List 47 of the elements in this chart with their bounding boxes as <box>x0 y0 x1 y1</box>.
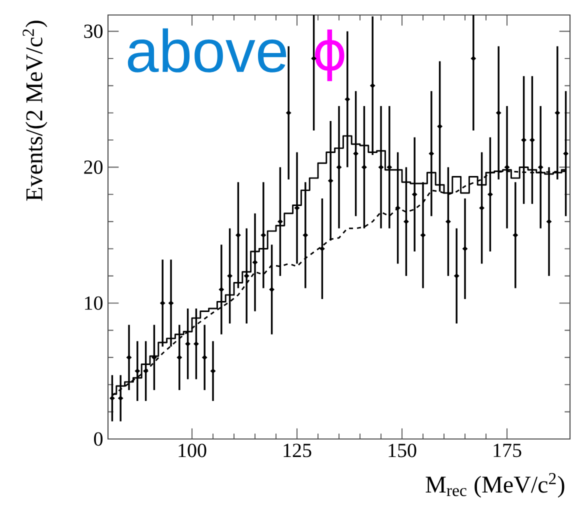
point <box>134 368 140 374</box>
point <box>160 300 166 306</box>
point <box>521 138 526 142</box>
point <box>546 219 552 224</box>
point <box>185 342 190 346</box>
x-tick-label: 125 <box>284 444 312 458</box>
point <box>428 151 434 156</box>
point <box>227 274 232 278</box>
point <box>336 164 342 170</box>
y-tick-label: 10 <box>85 296 103 310</box>
x-tick-label: 100 <box>178 444 206 458</box>
point <box>168 300 174 306</box>
point <box>479 206 484 210</box>
point <box>202 355 208 360</box>
point <box>210 368 216 374</box>
point <box>218 287 224 292</box>
point <box>278 219 283 224</box>
point <box>244 274 250 278</box>
point <box>437 124 442 129</box>
point <box>446 219 451 224</box>
point <box>395 206 400 210</box>
point <box>454 274 460 278</box>
point <box>252 260 258 265</box>
y-tick-label: 20 <box>84 160 103 174</box>
x-tick-label: 150 <box>388 444 416 458</box>
point <box>269 287 274 292</box>
point <box>294 206 300 210</box>
point <box>353 151 358 156</box>
point <box>488 192 493 197</box>
point <box>563 151 568 156</box>
annotation: ϕ <box>315 29 344 82</box>
y-tick-label: 30 <box>84 24 103 38</box>
point <box>470 56 476 61</box>
y-axis-title: Events/(2 MeV/c$^{2}$) <box>22 20 48 201</box>
x-axis-title: M$_{rec}$ (MeV/c$^{2}$) <box>426 473 564 498</box>
point <box>194 342 199 346</box>
point <box>126 355 132 360</box>
point <box>404 219 409 224</box>
point <box>378 164 384 170</box>
point <box>143 368 148 374</box>
x-tick-label: 175 <box>494 444 522 458</box>
point <box>530 138 535 142</box>
y-tick-label: 0 <box>94 432 103 446</box>
point <box>412 192 418 197</box>
point <box>462 246 468 252</box>
point <box>176 355 182 360</box>
annotation: above <box>128 28 286 72</box>
